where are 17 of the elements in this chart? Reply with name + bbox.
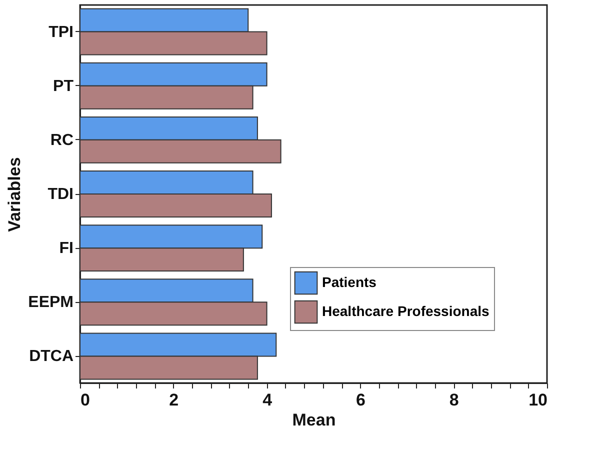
y-tick-label: EEPM — [28, 294, 74, 312]
x-tick-label: 8 — [449, 390, 459, 410]
y-axis-title: Variables — [5, 157, 24, 232]
y-tick-label: TDI — [48, 186, 74, 203]
legend-label: Healthcare Professionals — [322, 303, 490, 319]
x-tick-label: 6 — [356, 390, 366, 410]
y-tick-label: TPI — [48, 24, 74, 41]
x-tick-label: 4 — [262, 390, 273, 410]
x-axis-title: Mean — [292, 410, 336, 430]
x-tick-label: 10 — [528, 390, 548, 410]
y-tick-label: PT — [53, 78, 74, 95]
x-tick-label: 2 — [169, 390, 179, 410]
y-tick-label: RC — [50, 132, 74, 149]
legend-label: Patients — [322, 274, 377, 290]
x-tick-label: 0 — [80, 390, 90, 410]
y-tick-label: DTCA — [29, 348, 74, 366]
y-tick-label: FI — [59, 240, 74, 258]
